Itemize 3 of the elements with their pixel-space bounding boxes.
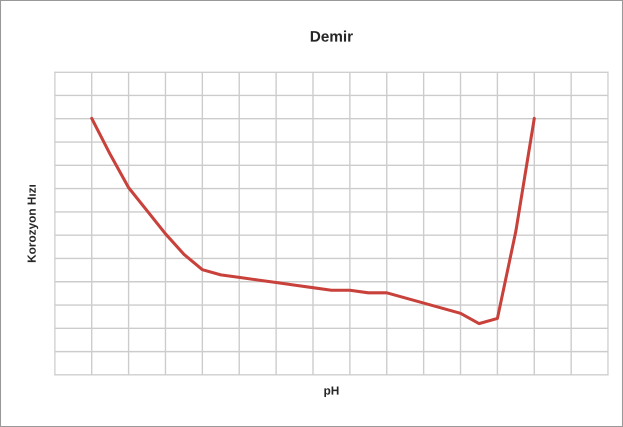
- chart-title: Demir: [310, 30, 353, 42]
- x-axis-title: pH: [324, 386, 339, 398]
- y-axis-title: Korozyon Hızı: [28, 185, 38, 262]
